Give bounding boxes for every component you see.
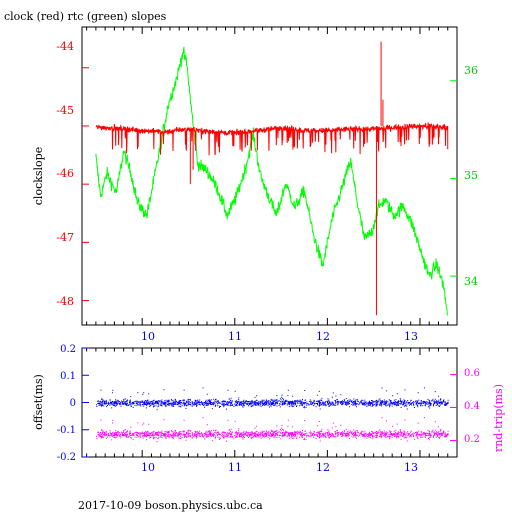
bottom-right-ticks: 0.6 0.4 0.2 xyxy=(464,368,480,445)
bottom-y2-tick-label: 0.2 xyxy=(464,434,480,445)
top-y-tick-label: -47 xyxy=(56,231,74,244)
bottom-x-ticks: 10 11 12 13 xyxy=(141,461,418,474)
bottom-x-tick-label: 13 xyxy=(404,461,418,474)
offset-scatter xyxy=(96,387,449,411)
bottom-y2-tick-label: 0.4 xyxy=(464,401,480,412)
offset-scatter-points xyxy=(96,387,449,411)
bottom-x-tick-label: 11 xyxy=(228,461,242,474)
top-y-tick-label: -45 xyxy=(56,104,74,117)
top-x-ticks: 10 11 12 13 xyxy=(141,330,418,343)
top-y2-tick-label: 36 xyxy=(464,64,478,77)
top-x-tick-label: 12 xyxy=(316,330,330,343)
top-x-tick-label: 10 xyxy=(141,330,155,343)
bottom-x-tick-label: 12 xyxy=(316,461,330,474)
clock-slope-line xyxy=(95,122,449,156)
bottom-y-tick-label: 0.1 xyxy=(60,371,76,382)
bottom-x-tick-label: 10 xyxy=(141,461,155,474)
top-plot-frame xyxy=(81,26,458,326)
top-plot-marks xyxy=(82,27,458,325)
bottom-plot-marks xyxy=(82,347,458,458)
bottom-y-axis-label: offset(ms) xyxy=(32,374,45,430)
top-y-axis-label: clockslope xyxy=(32,147,45,205)
bottom-y-tick-label: -0.1 xyxy=(57,425,76,436)
bottom-y-tick-label: -0.2 xyxy=(57,452,76,463)
top-chart-title: clock (red) rtc (green) slopes xyxy=(4,10,167,23)
bottom-y-tick-label: 0 xyxy=(70,398,76,409)
bottom-y2-tick-label: 0.6 xyxy=(464,368,480,379)
top-y2-tick-label: 34 xyxy=(464,275,478,288)
bottom-left-ticks: 0.2 0.1 0 -0.1 -0.2 xyxy=(57,344,76,463)
rtc-slope-line xyxy=(95,46,449,317)
rndtrip-scatter-points xyxy=(96,417,449,443)
top-left-ticks: -44 -45 -46 -47 -48 xyxy=(56,40,74,308)
rndtrip-scatter xyxy=(96,417,449,443)
top-y-tick-label: -48 xyxy=(56,295,74,308)
top-y-tick-label: -46 xyxy=(56,167,74,180)
top-x-tick-label: 13 xyxy=(404,330,418,343)
top-x-tick-label: 11 xyxy=(228,330,242,343)
top-right-ticks: 36 35 34 xyxy=(464,64,478,288)
footer-text: 2017-10-09 boson.physics.ubc.ca xyxy=(78,499,263,512)
bottom-y2-axis-label: rnd-trip(ms) xyxy=(492,384,505,452)
top-y2-tick-label: 35 xyxy=(464,169,478,182)
bottom-y-tick-label: 0.2 xyxy=(60,344,76,355)
top-y-tick-label: -44 xyxy=(56,40,74,53)
